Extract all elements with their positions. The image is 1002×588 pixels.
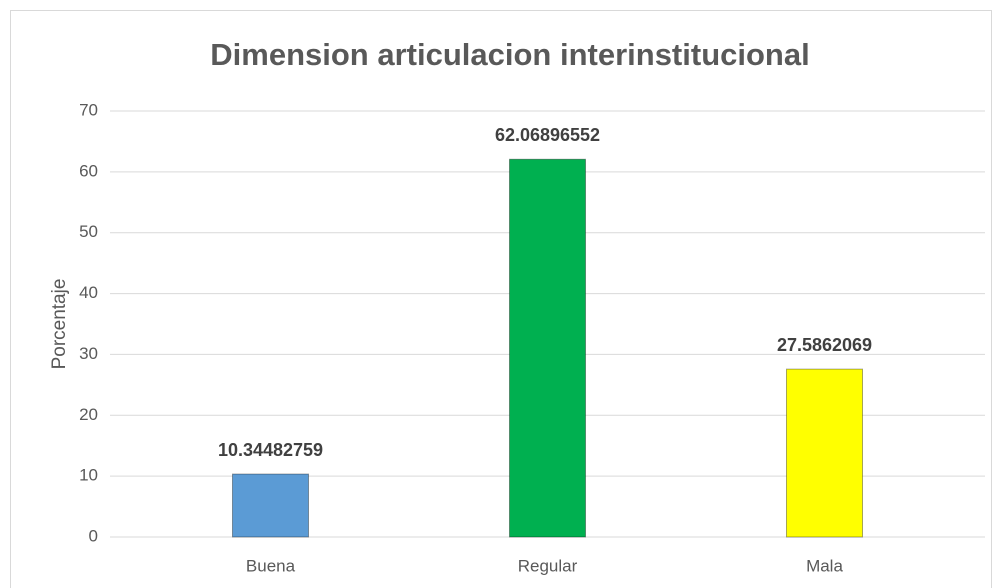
bar (509, 158, 586, 538)
y-tick-label: 10 (79, 466, 98, 485)
y-axis-label: Porcentaje (49, 279, 70, 370)
bar (786, 368, 863, 538)
y-tick-label: 70 (79, 100, 98, 119)
data-label: 27.5862069 (777, 335, 872, 355)
y-tick-label: 40 (79, 283, 98, 302)
x-tick-label: Regular (518, 556, 578, 575)
y-tick-label: 20 (79, 405, 98, 424)
y-tick-label: 60 (79, 161, 98, 180)
data-label: 62.06896552 (495, 125, 600, 145)
x-tick-label: Buena (246, 556, 296, 575)
y-tick-label: 30 (79, 344, 98, 363)
x-tick-label: Mala (806, 556, 843, 575)
data-label: 10.34482759 (218, 440, 323, 460)
bar (232, 473, 309, 538)
y-tick-label: 0 (89, 526, 98, 545)
chart-title: Dimension articulacion interinstituciona… (210, 37, 809, 72)
y-tick-label: 50 (79, 222, 98, 241)
